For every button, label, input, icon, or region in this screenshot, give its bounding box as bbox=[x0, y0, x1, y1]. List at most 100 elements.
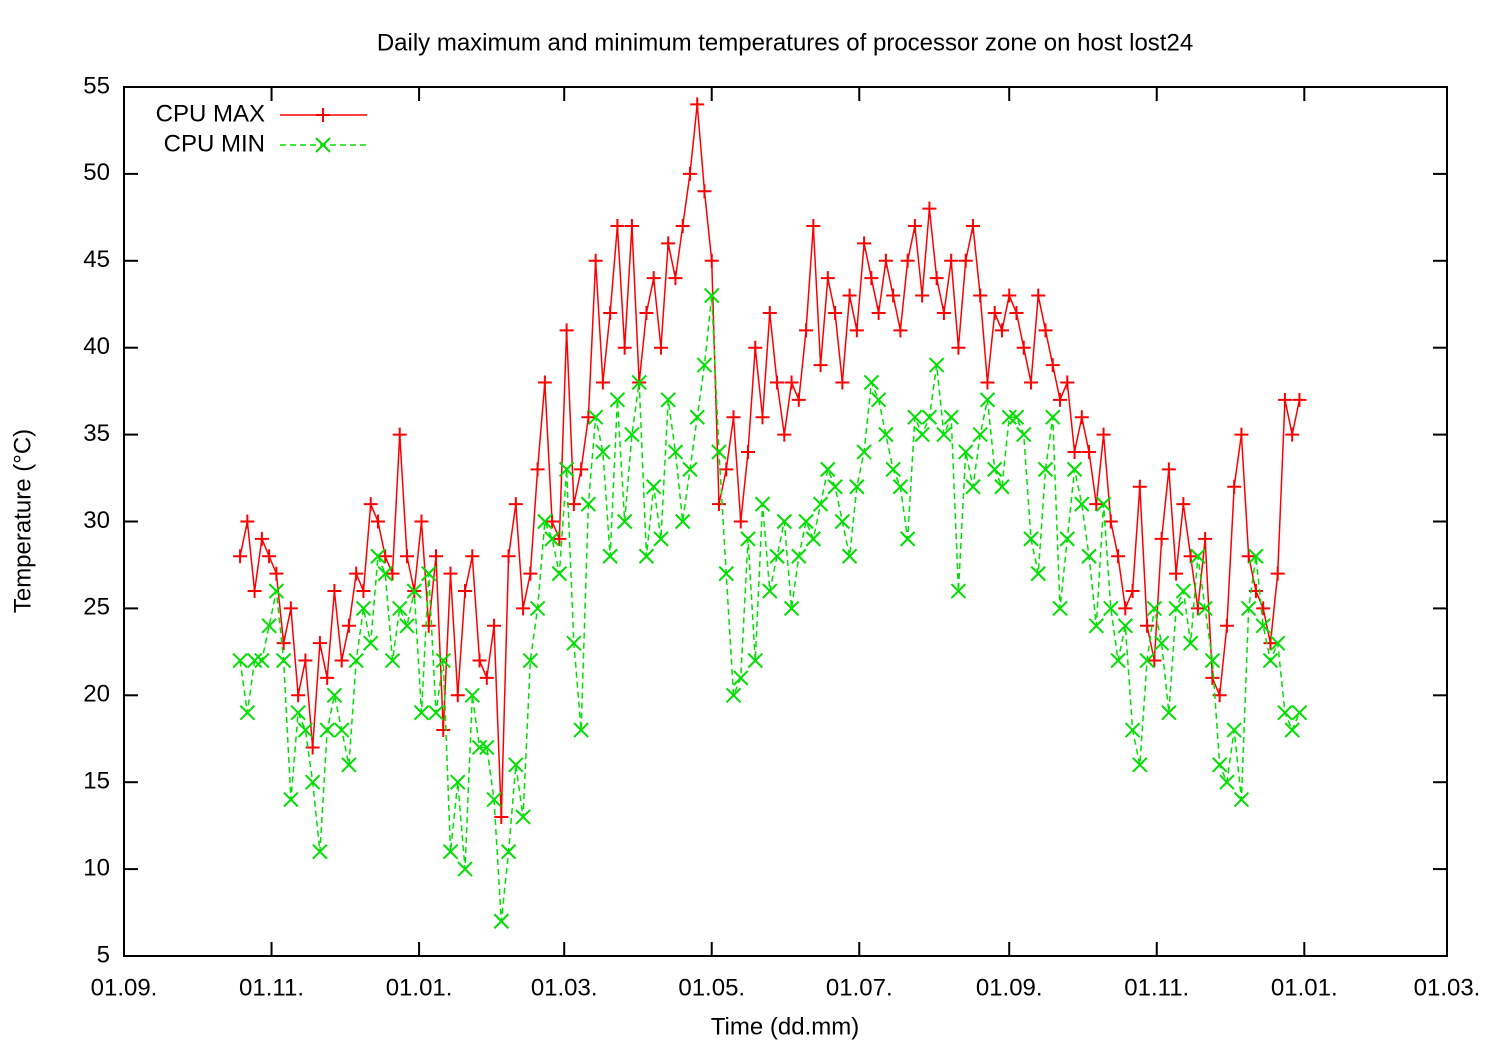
data-point bbox=[806, 219, 821, 234]
y-tick-label: 10 bbox=[83, 854, 110, 881]
data-point bbox=[1132, 757, 1148, 773]
data-point bbox=[711, 444, 727, 460]
data-point bbox=[1292, 392, 1307, 407]
data-point bbox=[748, 340, 763, 355]
data-point bbox=[1124, 722, 1141, 738]
data-point bbox=[1277, 392, 1292, 407]
data-point bbox=[1161, 704, 1177, 721]
data-point bbox=[283, 791, 299, 808]
data-point bbox=[479, 739, 495, 756]
y-tick-label: 35 bbox=[83, 420, 110, 447]
data-point bbox=[523, 566, 538, 581]
data-point bbox=[1233, 791, 1250, 808]
data-point bbox=[450, 688, 465, 703]
data-point bbox=[522, 652, 539, 669]
data-point bbox=[399, 618, 415, 634]
data-point bbox=[268, 583, 285, 599]
data-point bbox=[334, 653, 349, 668]
data-point bbox=[653, 531, 669, 547]
data-point bbox=[1095, 496, 1112, 512]
data-point bbox=[921, 409, 938, 425]
data-point bbox=[609, 392, 626, 408]
data-point bbox=[1016, 340, 1031, 355]
data-point bbox=[915, 288, 930, 303]
data-point bbox=[987, 461, 1003, 478]
data-point bbox=[1052, 600, 1068, 617]
data-point bbox=[820, 271, 835, 286]
data-point bbox=[769, 548, 785, 564]
data-point bbox=[1198, 531, 1213, 546]
data-point bbox=[1074, 496, 1090, 512]
data-point bbox=[798, 513, 814, 530]
data-point bbox=[1009, 305, 1024, 320]
data-point bbox=[516, 601, 531, 616]
y-axis-label: Temperature (°C) bbox=[9, 429, 36, 613]
data-point bbox=[486, 791, 502, 808]
legend-label: CPU MIN bbox=[164, 130, 265, 157]
data-point bbox=[864, 271, 879, 286]
data-point bbox=[645, 479, 662, 495]
data-point bbox=[320, 670, 335, 685]
data-point bbox=[602, 548, 618, 564]
data-point bbox=[574, 462, 589, 477]
y-tick-label: 25 bbox=[83, 594, 110, 621]
data-point bbox=[1219, 618, 1234, 633]
data-point bbox=[247, 584, 262, 599]
data-point bbox=[1067, 444, 1082, 459]
data-point bbox=[1038, 323, 1053, 338]
data-point bbox=[1111, 549, 1126, 564]
data-point bbox=[755, 410, 770, 425]
data-point bbox=[1284, 722, 1300, 738]
data-point bbox=[958, 253, 973, 268]
data-point bbox=[936, 426, 952, 443]
data-point bbox=[551, 565, 568, 582]
data-point bbox=[616, 513, 633, 530]
data-point bbox=[385, 566, 400, 581]
data-point bbox=[849, 479, 865, 495]
y-tick-label: 55 bbox=[83, 72, 110, 99]
data-point bbox=[421, 618, 436, 633]
y-tick-label: 15 bbox=[83, 768, 110, 795]
data-point bbox=[304, 774, 321, 790]
data-point bbox=[545, 514, 560, 529]
data-point bbox=[1285, 427, 1300, 442]
data-point bbox=[900, 253, 915, 268]
data-point bbox=[777, 427, 792, 442]
data-point bbox=[690, 97, 705, 112]
data-point bbox=[1118, 601, 1133, 616]
data-point bbox=[639, 305, 654, 320]
data-point bbox=[1016, 426, 1032, 443]
data-point bbox=[1089, 497, 1104, 512]
data-point bbox=[392, 600, 408, 617]
data-point bbox=[965, 479, 981, 495]
data-point bbox=[617, 340, 632, 355]
data-point bbox=[936, 305, 951, 320]
data-point bbox=[893, 323, 908, 338]
data-point bbox=[813, 358, 828, 373]
data-point bbox=[863, 374, 880, 391]
data-point bbox=[1262, 652, 1279, 669]
data-point bbox=[914, 426, 930, 443]
data-point bbox=[457, 861, 473, 877]
data-point bbox=[950, 583, 967, 599]
data-point bbox=[1291, 704, 1308, 721]
data-point bbox=[333, 722, 350, 738]
data-point bbox=[465, 549, 480, 564]
y-tick-label: 50 bbox=[83, 159, 110, 186]
data-point bbox=[719, 462, 734, 477]
data-point bbox=[312, 636, 327, 651]
x-tick-label: 01.09. bbox=[91, 974, 158, 1001]
data-point bbox=[878, 426, 894, 443]
data-point bbox=[682, 166, 697, 181]
data-point bbox=[725, 687, 742, 704]
data-point bbox=[741, 444, 756, 459]
data-point bbox=[587, 409, 604, 425]
data-point bbox=[1153, 635, 1170, 651]
data-point bbox=[479, 670, 494, 685]
data-point bbox=[907, 409, 923, 425]
data-point bbox=[297, 722, 314, 738]
data-point bbox=[399, 549, 414, 564]
data-point bbox=[979, 392, 996, 408]
data-point bbox=[414, 514, 429, 529]
